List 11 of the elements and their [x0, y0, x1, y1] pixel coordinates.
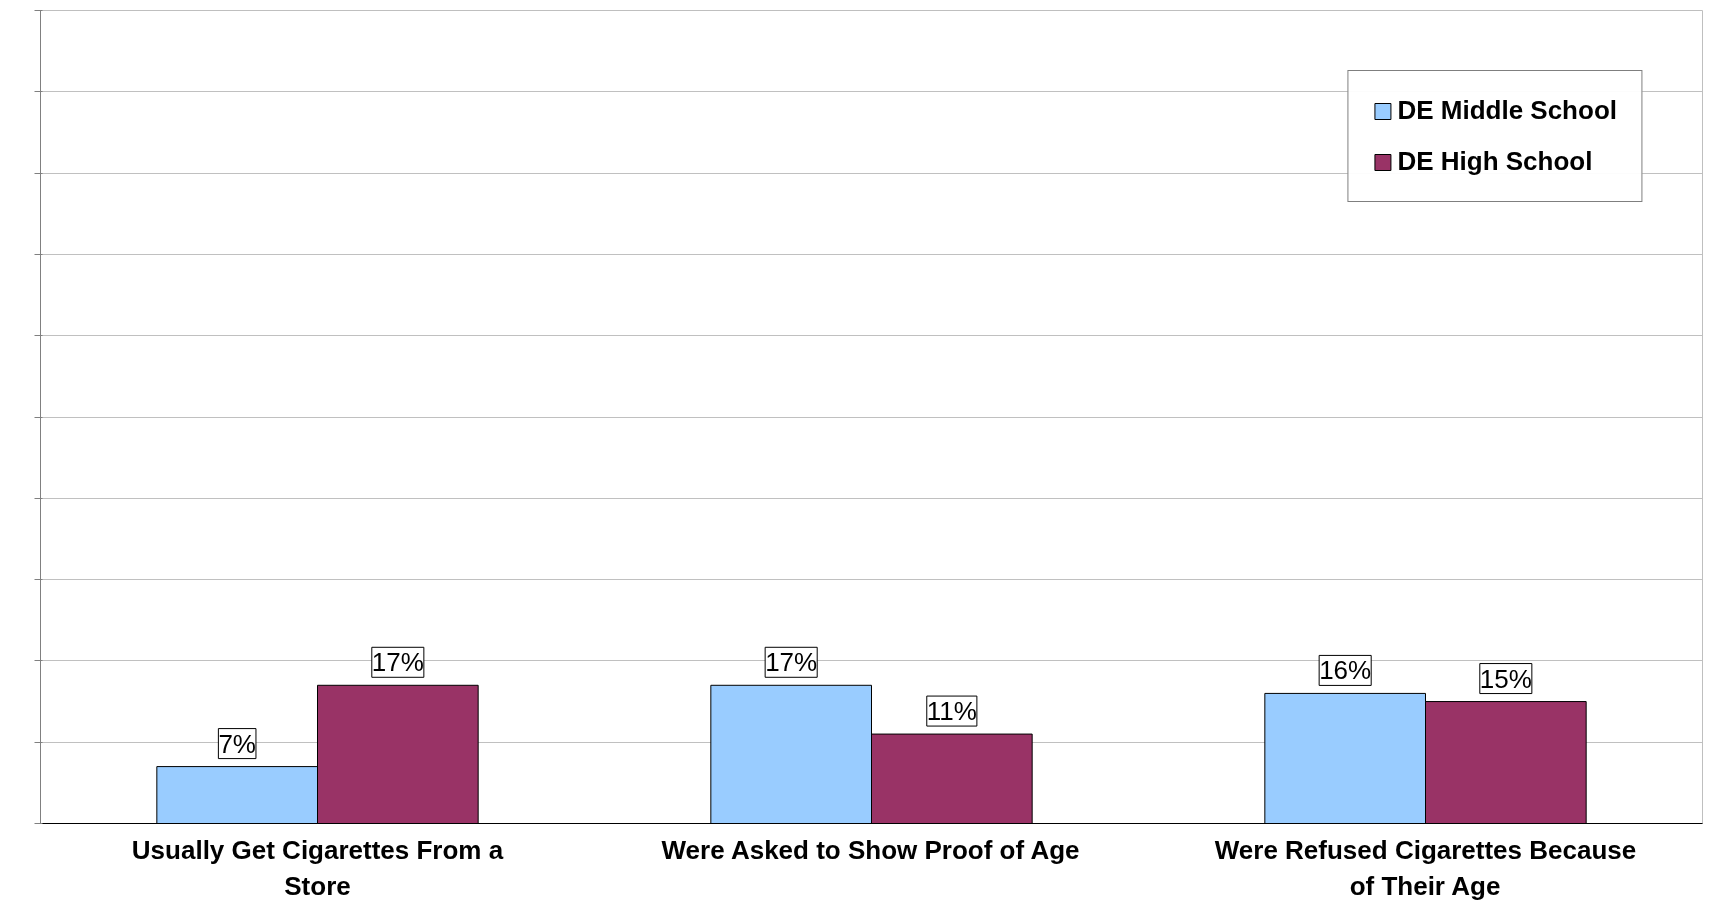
- x-tick-label: Were Asked to Show Proof of Age: [661, 834, 1080, 865]
- data-label: 17%: [371, 647, 424, 678]
- data-label: 11%: [926, 696, 977, 727]
- x-tick-label: Usually Get Cigarettes From a Store: [131, 834, 504, 901]
- legend-label: DE High School: [1397, 146, 1593, 177]
- x-tick-label: Were Refused Cigarettes Because of Their Age: [1214, 834, 1637, 901]
- data-label: 15%: [1479, 663, 1532, 694]
- data-label: 7%: [218, 728, 256, 759]
- data-label: 17%: [765, 647, 818, 678]
- legend-label: DE Middle School: [1397, 95, 1617, 126]
- data-label: 16%: [1319, 655, 1372, 686]
